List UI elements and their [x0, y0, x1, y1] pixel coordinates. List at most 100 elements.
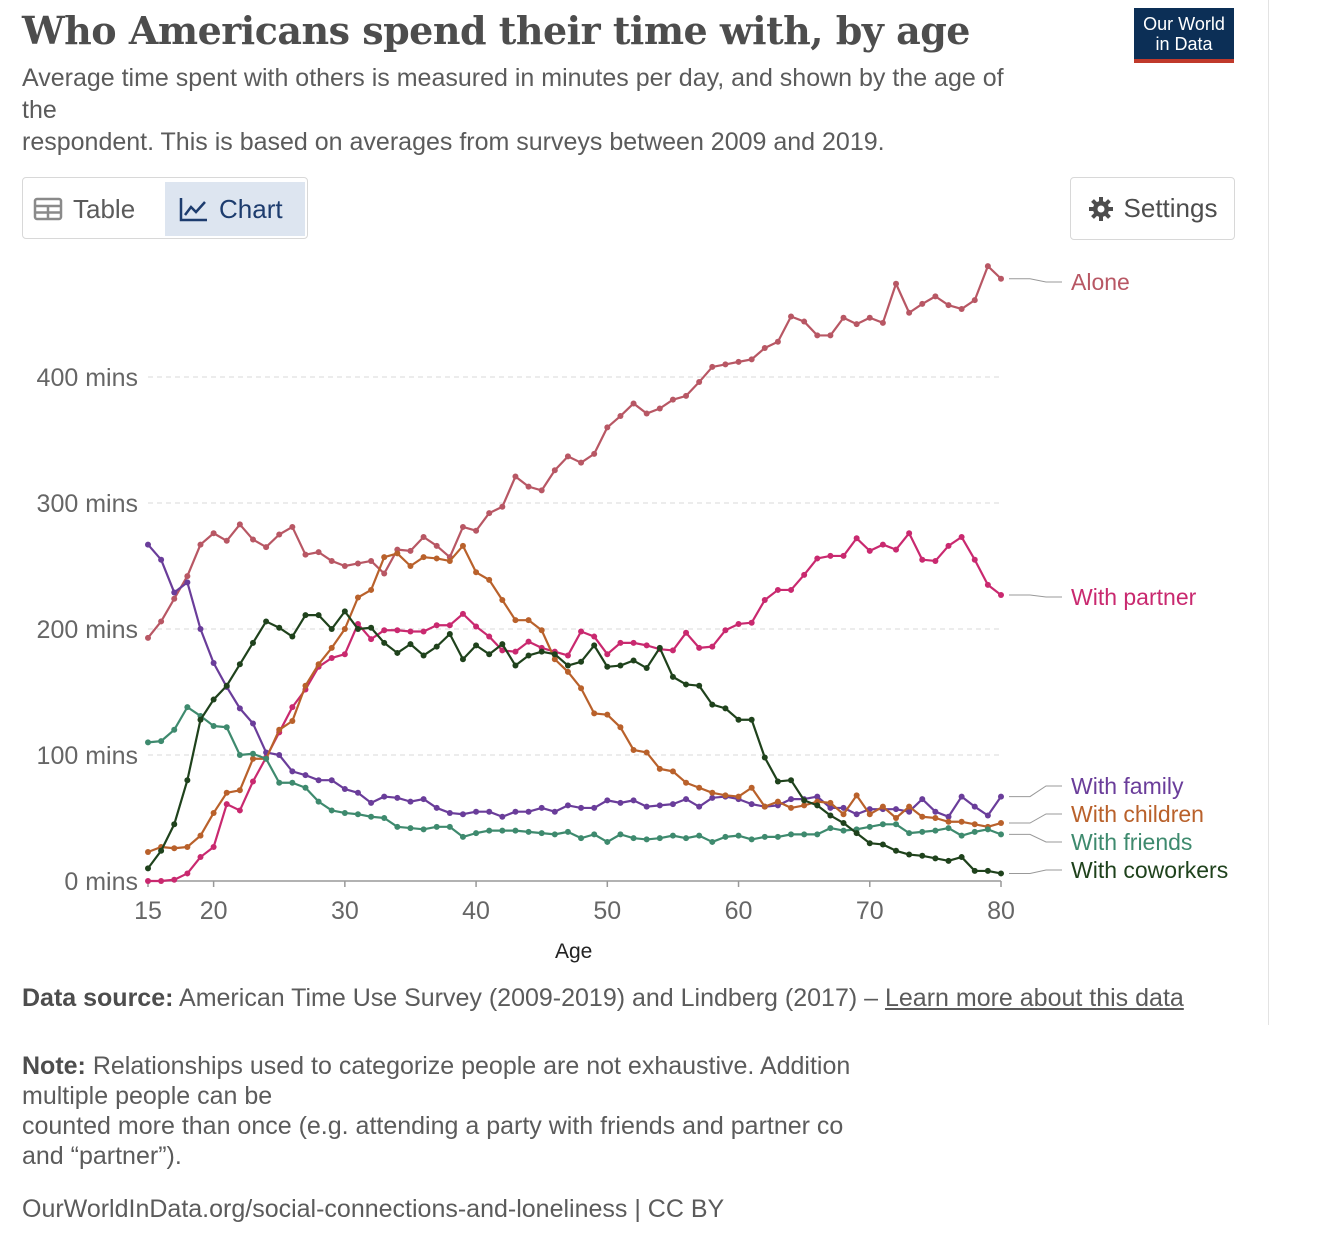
data-point — [932, 855, 939, 862]
data-point — [407, 628, 414, 635]
data-point — [932, 293, 939, 300]
data-point — [263, 544, 270, 551]
data-point — [801, 802, 808, 809]
data-point — [236, 787, 243, 794]
data-point — [236, 705, 243, 712]
data-point — [643, 803, 650, 810]
data-point — [289, 523, 296, 530]
data-point — [578, 459, 585, 466]
data-point — [315, 661, 322, 668]
subtitle-line: the — [22, 96, 57, 124]
series-line-with-friends — [147, 706, 1002, 844]
data-point — [538, 487, 545, 494]
data-point — [578, 628, 585, 635]
data-point — [289, 779, 296, 786]
data-point — [669, 396, 676, 403]
data-point — [341, 626, 348, 632]
data-point — [512, 617, 519, 624]
data-point — [656, 765, 663, 772]
data-point — [984, 867, 991, 874]
data-point — [578, 658, 585, 665]
data-point — [473, 808, 480, 815]
data-point — [263, 755, 270, 762]
data-point — [893, 806, 900, 813]
data-point — [958, 305, 965, 312]
data-point — [354, 626, 361, 632]
data-point — [893, 847, 900, 854]
x-tick-label: 15 — [134, 897, 162, 925]
tab-chart[interactable]: Chart — [165, 182, 305, 236]
footer-url[interactable]: OurWorldInData.org/social-connections-an… — [22, 1195, 725, 1223]
data-point — [630, 639, 637, 646]
data-point — [958, 832, 965, 839]
data-point — [512, 827, 519, 834]
data-point — [604, 711, 611, 718]
label-connector — [1009, 813, 1062, 824]
data-point — [696, 832, 703, 839]
chart-title: Who Americans spend their time with, by … — [22, 8, 970, 53]
data-point — [564, 802, 571, 809]
data-point — [302, 772, 309, 779]
data-point — [446, 631, 453, 638]
x-tick-label: 70 — [856, 897, 884, 925]
data-point — [197, 626, 204, 632]
data-point — [538, 830, 545, 837]
data-point — [774, 778, 781, 785]
data-point — [683, 796, 690, 803]
data-point — [696, 644, 703, 651]
data-point — [617, 831, 624, 838]
data-point — [696, 784, 703, 791]
data-point — [958, 534, 965, 541]
data-point — [814, 802, 821, 809]
data-point — [328, 626, 335, 632]
settings-button[interactable]: Settings — [1070, 177, 1235, 240]
data-point — [958, 818, 965, 825]
data-point — [368, 799, 375, 806]
data-point — [932, 815, 939, 821]
data-point — [709, 643, 716, 650]
data-point — [420, 652, 427, 659]
data-point — [984, 812, 991, 819]
data-point — [709, 789, 716, 796]
source-text: American Time Use Survey (2009-2019) and… — [179, 984, 879, 1012]
data-point — [604, 838, 611, 845]
data-point — [158, 618, 165, 625]
data-point — [630, 835, 637, 842]
series-line-alone — [147, 265, 1002, 639]
data-point — [249, 720, 256, 727]
data-point — [499, 647, 506, 654]
data-point — [683, 392, 690, 399]
data-point — [525, 828, 532, 835]
data-point — [683, 681, 690, 688]
data-point — [696, 682, 703, 689]
data-point — [289, 704, 296, 711]
data-point — [184, 870, 191, 877]
data-point — [420, 628, 427, 635]
data-point — [971, 556, 978, 563]
data-point — [551, 831, 558, 838]
data-point — [788, 586, 795, 593]
data-point — [473, 569, 480, 576]
data-point — [223, 789, 230, 796]
learn-more-link[interactable]: Learn more about this data — [884, 984, 1184, 1012]
source-label: Data source: — [22, 984, 174, 1012]
tab-table[interactable]: Table — [33, 182, 163, 236]
data-point — [643, 665, 650, 672]
data-point — [643, 410, 650, 417]
data-point — [788, 831, 795, 838]
data-point — [249, 778, 256, 785]
data-point — [525, 638, 532, 645]
gear-icon — [1088, 196, 1113, 221]
data-point — [551, 467, 558, 474]
data-point — [656, 835, 663, 842]
data-point — [906, 530, 913, 537]
data-point — [538, 627, 545, 634]
logo-line: in Data — [1155, 34, 1213, 54]
data-point — [525, 483, 532, 490]
data-point — [486, 808, 493, 815]
data-point — [499, 597, 506, 604]
owid-logo[interactable]: Our World in Data — [1134, 8, 1234, 63]
series-label: Alone — [1071, 269, 1130, 295]
data-point — [788, 796, 795, 803]
data-point — [249, 755, 256, 762]
